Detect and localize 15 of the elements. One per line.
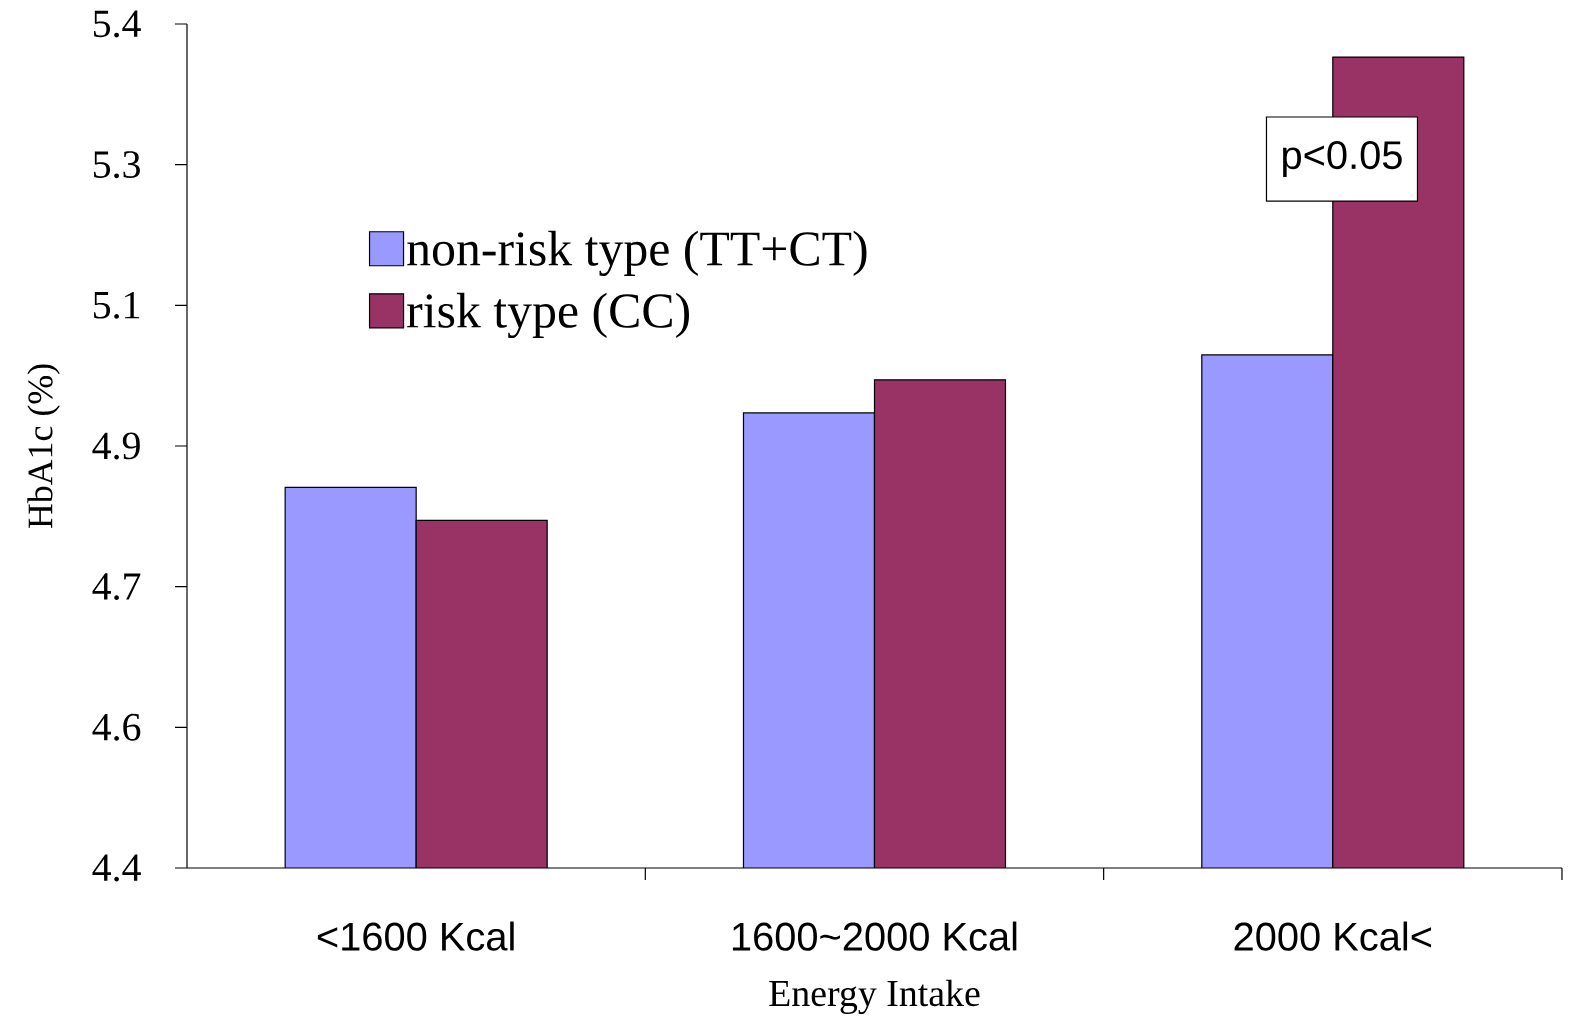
x-tick-label: 1600~2000 Kcal bbox=[732, 921, 1017, 951]
y-tick-label: 4.4 bbox=[92, 854, 141, 882]
y-axis-title: HbA1c (%) bbox=[27, 364, 60, 529]
y-tick-label: 4.9 bbox=[92, 432, 140, 460]
y-tick-label: 4.7 bbox=[92, 573, 141, 601]
y-tick-label: 5.4 bbox=[93, 10, 141, 38]
y-tick-label: 5.3 bbox=[93, 151, 140, 179]
legend-label: non-risk type (TT+CT) bbox=[407, 230, 867, 277]
y-tick-label: 4.6 bbox=[92, 713, 141, 741]
legend-label: risk type (CC) bbox=[407, 292, 689, 339]
x-tick-label: <1600 Kcal bbox=[317, 921, 514, 951]
y-tick-label: 5.1 bbox=[93, 291, 140, 319]
x-axis-title: Energy Intake bbox=[769, 979, 980, 1015]
annotation: p<0.05 bbox=[1283, 140, 1402, 178]
x-tick-label: 2000 Kcal< bbox=[1234, 921, 1432, 951]
